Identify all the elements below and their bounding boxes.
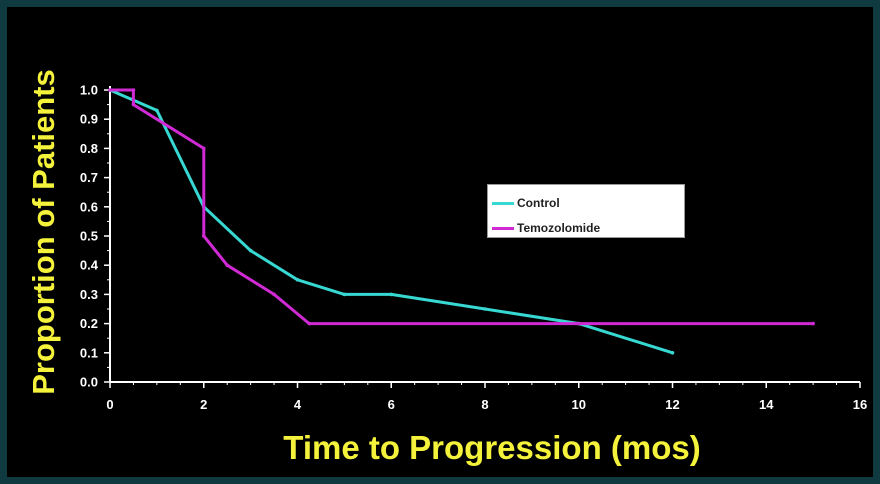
x-tick-label: 12	[665, 397, 679, 412]
series-line-control	[109, 88, 673, 355]
series-point-temozolomide	[201, 146, 206, 151]
x-tick-label: 2	[200, 397, 207, 412]
legend-item-control: Control	[492, 196, 560, 210]
y-tick-label: 0.7	[80, 170, 98, 185]
y-tick-label: 0.1	[80, 345, 98, 360]
y-tick-label: 0.6	[80, 199, 98, 214]
series-line-temozolomide	[110, 88, 814, 326]
y-axis-title: Proportion of Patients	[26, 69, 61, 395]
series-point-temozolomide	[811, 321, 815, 326]
series-point-temozolomide	[131, 88, 136, 92]
y-tick-label: 0.9	[80, 112, 98, 127]
series-point-control	[248, 248, 253, 253]
y-tick-label: 0.0	[80, 375, 98, 390]
x-tick-label: 8	[481, 397, 488, 412]
series-point-temozolomide	[225, 263, 229, 268]
y-tick-label: 0.8	[80, 141, 98, 156]
legend-swatch-control	[492, 201, 514, 205]
series-point-temozolomide	[272, 292, 276, 297]
line-chart: 0.0 0.1 0.2 0.3 0.4 0.5 0.6 0.7 0.8 0.9 1.0 0 2 4 6 8 10…	[80, 83, 867, 413]
series-point-temozolomide	[108, 88, 112, 92]
series-point-temozolomide	[307, 321, 312, 326]
series-point-temozolomide	[201, 234, 206, 238]
x-tick-label: 0	[106, 397, 113, 412]
series-point-control	[295, 278, 300, 282]
series-point-temozolomide	[131, 102, 136, 107]
x-tick-label: 6	[388, 397, 395, 412]
legend-label-temozolomide: Temozolomide	[517, 221, 601, 235]
y-tick-label: 0.4	[80, 258, 99, 273]
y-tick-label: 0.5	[80, 229, 98, 244]
x-axis-title: Time to Progression (mos)	[283, 429, 701, 466]
series-point-control	[670, 351, 675, 355]
x-tick-label: 10	[572, 397, 586, 412]
x-tick-label: 4	[294, 397, 302, 412]
legend-swatch-temozolomide	[492, 226, 514, 230]
y-axis-title-wrap: Proportion of Patients	[22, 37, 66, 427]
legend-item-temozolomide: Temozolomide	[492, 221, 600, 235]
x-tick-label: 14	[759, 397, 774, 412]
series-point-control	[389, 292, 394, 297]
ticks: 0.0 0.1 0.2 0.3 0.4 0.5 0.6 0.7 0.8 0.9 1.0 0 2 4 6 8 10…	[80, 83, 867, 413]
y-tick-label: 1.0	[80, 83, 98, 98]
legend: Control Temozolomide	[487, 184, 685, 238]
series-point-control	[155, 108, 159, 113]
legend-label-control: Control	[517, 196, 560, 210]
axes	[109, 86, 860, 383]
x-tick-label: 16	[853, 397, 867, 412]
slide: 0.0 0.1 0.2 0.3 0.4 0.5 0.6 0.7 0.8 0.9 1.0 0 2 4 6 8 10…	[7, 7, 873, 477]
series-point-control	[342, 292, 347, 297]
series-lines	[108, 88, 815, 355]
y-tick-label: 0.3	[80, 287, 98, 302]
y-tick-label: 0.2	[80, 316, 98, 331]
series-point-control	[483, 307, 487, 311]
